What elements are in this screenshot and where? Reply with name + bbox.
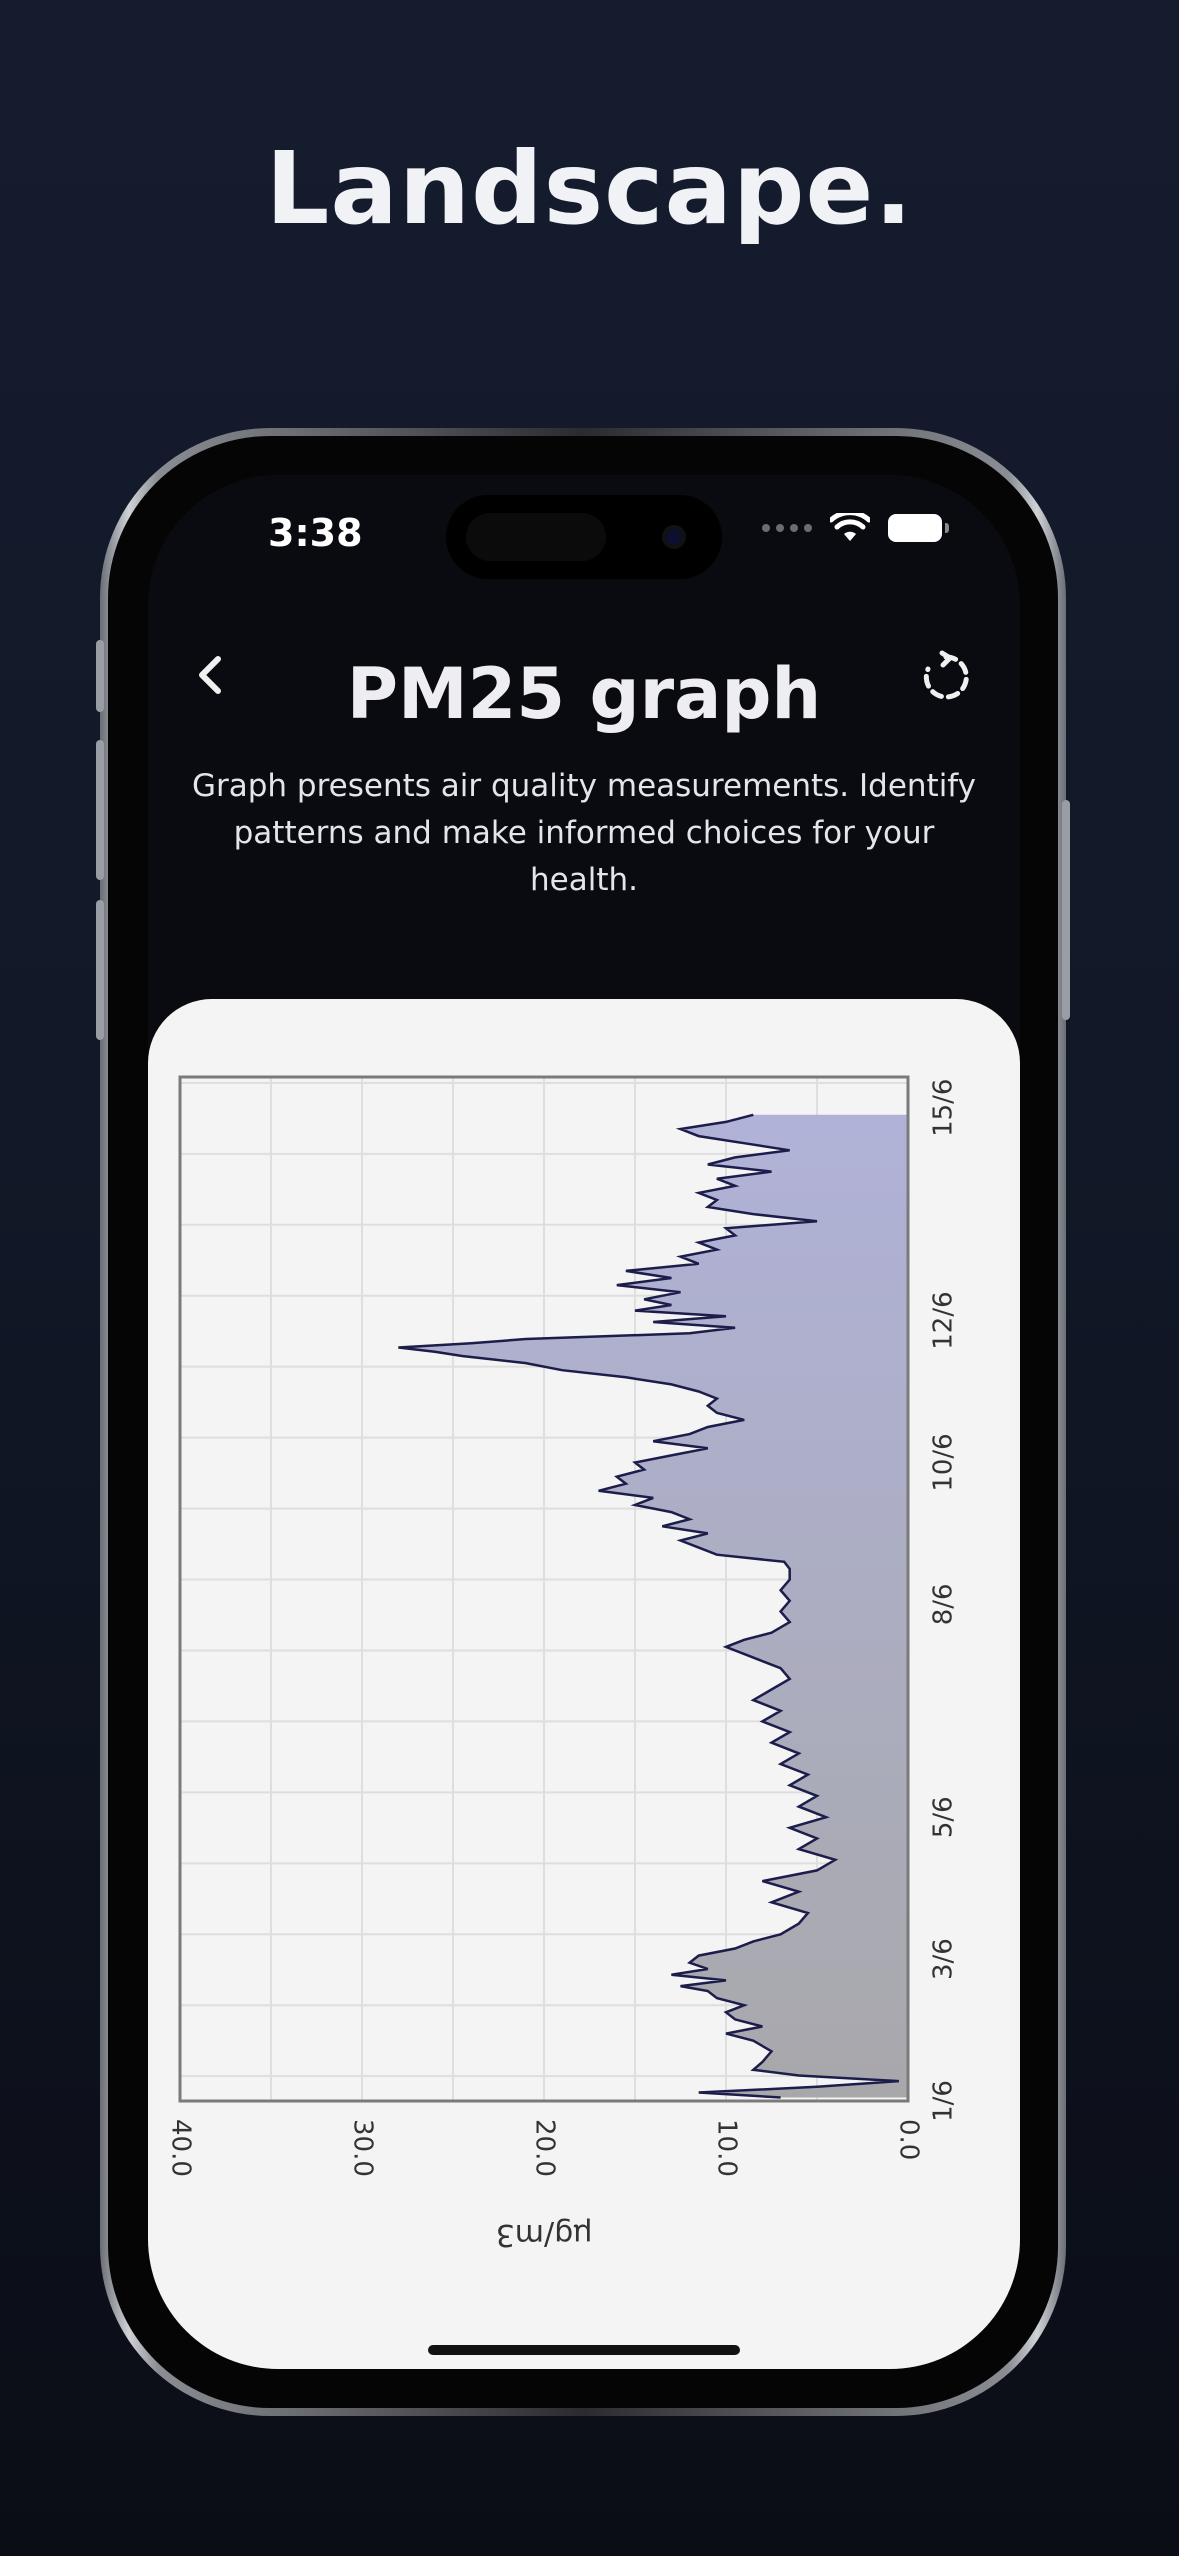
mute-switch [96, 640, 104, 712]
date-tick-label: 3/6 [929, 1938, 959, 1980]
back-icon[interactable] [184, 647, 240, 703]
status-time: 3:38 [268, 511, 363, 555]
date-tick-label: 8/6 [929, 1583, 959, 1625]
phone-screen: 3:38 PM25 graph Graph presents air quali… [148, 475, 1020, 2369]
status-icons [762, 513, 949, 543]
value-tick-label: 0.0 [894, 2119, 924, 2160]
volume-up-button [96, 740, 104, 880]
dynamic-island [446, 495, 722, 579]
signal-icon [762, 524, 812, 532]
plot-border [178, 1075, 910, 2103]
pm25-chart: 0.0 10.0 20.0 30.0 40.0 1/6 3/6 5/6 8/6 10/6 12/6… [166, 1075, 959, 2252]
value-axis-label: µg/m3 [496, 2217, 593, 2252]
wifi-icon [830, 513, 870, 541]
value-tick-label: 30.0 [348, 2119, 378, 2177]
value-tick-label: 40.0 [166, 2119, 196, 2177]
graph-description: Graph presents air quality measurements.… [191, 768, 977, 898]
home-indicator[interactable] [428, 2345, 740, 2355]
date-axis: 1/6 3/6 5/6 8/6 10/6 12/6 15/6 [929, 1079, 959, 2122]
island-sensor [466, 513, 606, 561]
value-tick-label: 20.0 [530, 2119, 560, 2177]
rotate-icon[interactable] [918, 649, 974, 705]
volume-down-button [96, 900, 104, 1040]
value-tick-label: 10.0 [712, 2119, 742, 2177]
pm25-line [398, 1113, 899, 2099]
date-tick-label: 1/6 [929, 2080, 959, 2122]
battery-icon [888, 514, 949, 542]
date-tick-label: 5/6 [929, 1796, 959, 1838]
date-tick-label: 12/6 [929, 1291, 959, 1349]
date-tick-label: 15/6 [929, 1079, 959, 1137]
date-tick-label: 10/6 [929, 1433, 959, 1491]
camera-icon [662, 525, 686, 549]
headline: Landscape. [265, 130, 914, 247]
page-title: PM25 graph [346, 653, 822, 735]
value-axis: 0.0 10.0 20.0 30.0 40.0 [166, 2119, 924, 2177]
chart-card: 0.0 10.0 20.0 30.0 40.0 1/6 3/6 5/6 8/6 10/6 12/6… [148, 999, 1020, 2369]
power-button [1062, 800, 1070, 1020]
pm25-area [398, 1114, 908, 2098]
